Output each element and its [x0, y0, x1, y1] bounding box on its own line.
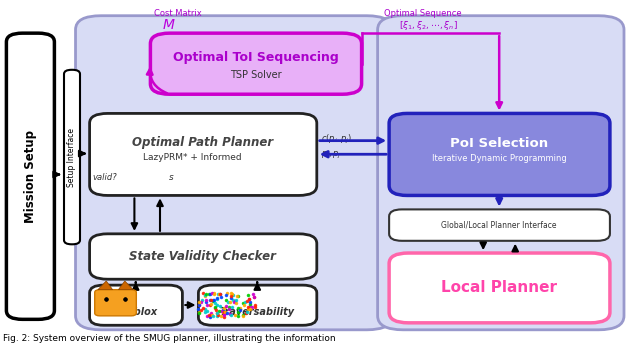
Text: $p_i, p_j$: $p_i, p_j$ [321, 150, 342, 161]
FancyBboxPatch shape [198, 285, 317, 325]
FancyBboxPatch shape [64, 70, 80, 244]
Text: Setup Interface: Setup Interface [67, 127, 77, 187]
Text: Mission Setup: Mission Setup [24, 130, 37, 223]
FancyBboxPatch shape [90, 113, 317, 195]
Text: $c(p_i, p_j)$: $c(p_i, p_j)$ [321, 133, 353, 146]
Text: Optimal Path Planner: Optimal Path Planner [132, 135, 273, 149]
Text: $\mathit{M}$: $\mathit{M}$ [162, 18, 176, 32]
FancyBboxPatch shape [389, 209, 610, 241]
Text: Optimal Sequence: Optimal Sequence [383, 9, 461, 18]
FancyBboxPatch shape [150, 33, 362, 94]
FancyBboxPatch shape [378, 16, 624, 330]
Text: Local Planner: Local Planner [441, 281, 557, 295]
Text: $[\xi_1, \xi_2, \cdots, \xi_n]$: $[\xi_1, \xi_2, \cdots, \xi_n]$ [399, 19, 458, 32]
Text: LazyPRM* + Informed: LazyPRM* + Informed [143, 153, 241, 162]
Text: State Validity Checker: State Validity Checker [129, 250, 276, 263]
Text: $s$: $s$ [168, 173, 175, 183]
FancyBboxPatch shape [90, 285, 182, 325]
Polygon shape [98, 281, 113, 290]
FancyBboxPatch shape [389, 253, 610, 323]
FancyBboxPatch shape [90, 234, 317, 279]
Text: Optimal ToI Sequencing: Optimal ToI Sequencing [173, 51, 339, 64]
FancyBboxPatch shape [76, 16, 392, 330]
Text: Traversability: Traversability [220, 307, 295, 317]
FancyBboxPatch shape [95, 290, 136, 316]
Text: PoI Selection: PoI Selection [450, 136, 548, 150]
Text: Fig. 2: System overview of the SMUG planner, illustrating the information: Fig. 2: System overview of the SMUG plan… [3, 334, 336, 343]
Text: Global/Local Planner Interface: Global/Local Planner Interface [442, 221, 557, 230]
Text: Voxblox: Voxblox [114, 307, 157, 317]
Text: TSP Solver: TSP Solver [230, 70, 282, 80]
Text: valid?: valid? [92, 173, 117, 183]
Text: Iterative Dynamic Programming: Iterative Dynamic Programming [432, 154, 566, 163]
Text: Cost Matrix: Cost Matrix [154, 9, 202, 18]
Polygon shape [118, 281, 133, 290]
FancyBboxPatch shape [389, 113, 610, 195]
FancyBboxPatch shape [6, 33, 54, 319]
